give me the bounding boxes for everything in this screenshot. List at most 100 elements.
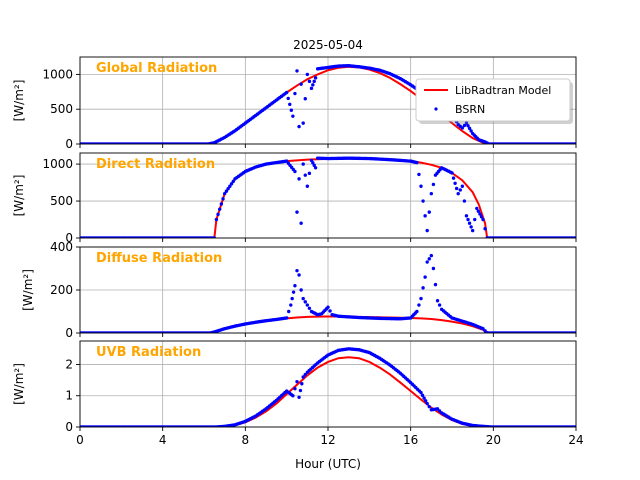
bsrn-point	[293, 169, 297, 174]
bsrn-point	[297, 177, 301, 181]
bsrn-point	[469, 225, 473, 229]
bsrn-point	[427, 257, 431, 261]
bsrn-point	[454, 186, 459, 191]
bsrn-point	[303, 300, 307, 304]
y-tick-label: 500	[50, 102, 73, 116]
bsrn-point	[221, 197, 225, 201]
x-tick-label: 16	[403, 433, 418, 447]
bsrn-point	[415, 160, 419, 165]
y-axis-label: [W/m²]	[12, 363, 26, 405]
panel-label: Global Radiation	[96, 61, 217, 76]
bsrn-point	[470, 228, 475, 233]
bsrn-point	[284, 316, 289, 320]
bsrn-point	[425, 401, 429, 406]
y-tick-label: 1	[65, 389, 73, 403]
bsrn-point	[425, 228, 429, 233]
x-tick-label: 0	[76, 433, 84, 447]
bsrn-point	[431, 182, 436, 187]
bsrn-point	[231, 179, 235, 184]
bsrn-point	[290, 296, 294, 301]
bsrn-point	[419, 390, 423, 395]
y-axis-label: [W/m²]	[12, 80, 26, 122]
bsrn-point	[462, 199, 467, 203]
panel-label: UVB Radiation	[96, 345, 201, 360]
y-tick-label: 1000	[42, 67, 73, 81]
bsrn-point	[295, 379, 299, 384]
bsrn-point	[291, 394, 295, 398]
bsrn-point	[478, 212, 482, 216]
bsrn-point	[483, 329, 487, 333]
plot-area	[80, 156, 576, 238]
y-axis-label: [W/m²]	[21, 269, 35, 311]
bsrn-point	[297, 273, 301, 277]
bsrn-point	[293, 91, 297, 96]
bsrn-point	[435, 299, 440, 303]
bsrn-point	[303, 97, 307, 101]
bsrn-point	[219, 202, 224, 206]
bsrn-point	[289, 303, 293, 307]
panel-3: 0 200 400 [W/m²] Diffuse Radiation	[21, 240, 577, 340]
bsrn-point	[295, 268, 299, 273]
bsrn-point	[467, 126, 472, 131]
bsrn-point	[421, 286, 425, 290]
bsrn-point	[466, 124, 470, 128]
bsrn-point	[301, 162, 305, 166]
series-model-line	[209, 315, 490, 333]
bsrn-point	[464, 121, 469, 125]
bsrn-point	[228, 184, 232, 188]
series-bsrn-points	[80, 156, 576, 238]
bsrn-point	[427, 210, 431, 214]
bsrn-point	[417, 303, 421, 307]
x-axis-label: Hour (UTC)	[295, 457, 361, 471]
bsrn-point	[299, 221, 303, 225]
panel-label: Diffuse Radiation	[96, 251, 222, 266]
bsrn-point	[429, 191, 434, 196]
bsrn-point	[419, 184, 423, 188]
bsrn-point	[307, 79, 312, 84]
bsrn-point	[286, 96, 290, 101]
bsrn-point	[417, 172, 421, 177]
bsrn-point	[224, 189, 229, 193]
bsrn-point	[216, 212, 220, 217]
bsrn-point	[222, 191, 227, 196]
bsrn-point	[309, 86, 314, 91]
bsrn-point	[421, 199, 425, 203]
bsrn-point	[415, 309, 419, 314]
bsrn-point	[451, 176, 456, 180]
bsrn-point	[226, 187, 230, 191]
bsrn-point	[288, 102, 292, 107]
bsrn-point	[437, 303, 442, 307]
bsrn-point	[475, 206, 479, 211]
bsrn-point	[303, 173, 307, 177]
bsrn-point	[467, 221, 472, 225]
x-tick-label: 20	[486, 433, 501, 447]
panel-1: 0 500 1000 [W/m²] Global Radiation	[12, 56, 577, 151]
bsrn-point	[453, 181, 457, 186]
bsrn-point	[293, 284, 297, 288]
bsrn-point	[476, 209, 481, 213]
bsrn-point	[311, 83, 315, 87]
bsrn-point	[305, 184, 310, 188]
y-tick-label: 2	[65, 357, 73, 371]
bsrn-point	[301, 296, 305, 301]
y-axis-label: [W/m²]	[12, 175, 26, 217]
legend-obs-marker	[434, 107, 438, 111]
bsrn-point	[458, 188, 462, 192]
legend-model-label: LibRadtran Model	[455, 84, 551, 97]
y-tick-label: 0	[65, 231, 73, 245]
bsrn-point	[307, 171, 312, 176]
bsrn-point	[456, 191, 460, 196]
bsrn-point	[303, 372, 307, 377]
bsrn-point	[450, 171, 454, 175]
x-tick-label: 24	[568, 433, 583, 447]
bsrn-point	[423, 214, 427, 218]
bsrn-point	[466, 217, 470, 222]
x-tick-label: 8	[242, 433, 250, 447]
bsrn-point	[297, 395, 301, 399]
bsrn-point	[326, 305, 330, 309]
bsrn-point	[483, 227, 487, 231]
bsrn-point	[328, 309, 332, 313]
